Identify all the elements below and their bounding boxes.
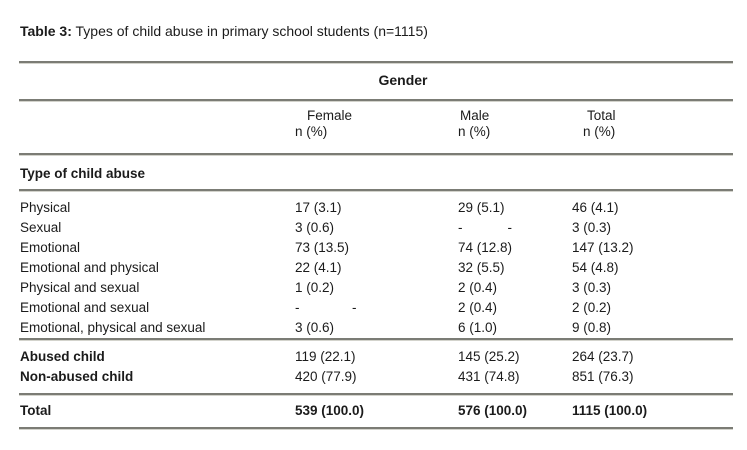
cell-male: 74 (12.8) <box>458 240 513 255</box>
cell-female: 539 (100.0) <box>295 403 365 418</box>
horizontal-rule <box>19 99 733 102</box>
horizontal-rule <box>19 153 733 156</box>
table-row: Sexual 3 (0.6) - - 3 (0.3) <box>19 218 733 238</box>
row-label: Abused child <box>20 349 105 364</box>
cell-total: 851 (76.3) <box>572 369 634 384</box>
cell-female: 17 (3.1) <box>295 200 342 215</box>
row-label: Sexual <box>20 220 62 235</box>
gender-header-cell: Gender <box>378 72 428 88</box>
row-label: Emotional and sexual <box>20 300 150 315</box>
row-label: Physical <box>20 200 71 215</box>
rule-below-types <box>19 338 733 341</box>
column-header-total-name: Total <box>587 108 616 123</box>
row-label: Emotional, physical and sexual <box>20 320 206 335</box>
cell-male: 29 (5.1) <box>458 200 505 215</box>
cell-female: - - <box>295 300 357 315</box>
cell-male: 2 (0.4) <box>458 300 498 315</box>
rule-top <box>19 61 733 64</box>
cell-female: 1 (0.2) <box>295 280 335 295</box>
column-header-row: Female n (%) Male n (%) Total n (%) <box>19 102 733 153</box>
gender-header-row: Gender <box>19 64 733 99</box>
table-row: Emotional and physical 22 (4.1) 32 (5.5)… <box>19 258 733 278</box>
cell-total: 147 (13.2) <box>572 240 634 255</box>
cell-male: 6 (1.0) <box>458 320 498 335</box>
table-row: Emotional 73 (13.5) 74 (12.8) 147 (13.2) <box>19 238 733 258</box>
row-label: Physical and sexual <box>20 280 140 295</box>
table-row: Emotional and sexual - - 2 (0.4) 2 (0.2) <box>19 298 733 318</box>
column-header-total-sub: n (%) <box>583 124 616 139</box>
table-caption-title: Types of child abuse in primary school s… <box>71 23 428 39</box>
cell-total: 2 (0.2) <box>572 300 612 315</box>
cell-female: 73 (13.5) <box>295 240 350 255</box>
column-header-female: Female n (%) <box>295 102 458 153</box>
rule-below-gender <box>19 99 733 102</box>
table-caption-number: Table 3: <box>20 23 72 39</box>
row-label: Emotional <box>20 240 81 255</box>
rule-above-total <box>19 393 733 396</box>
column-header-male: Male n (%) <box>458 102 572 153</box>
cell-female: 3 (0.6) <box>295 220 335 235</box>
table-row: Physical and sexual 1 (0.2) 2 (0.4) 3 (0… <box>19 278 733 298</box>
column-header-total: Total n (%) <box>572 102 733 153</box>
child-abuse-table: Gender Female n (%) Male n (%) Total n (… <box>19 61 733 430</box>
column-header-male-name: Male <box>460 108 490 123</box>
row-label: Non-abused child <box>20 369 134 384</box>
cell-female: 3 (0.6) <box>295 320 335 335</box>
row-label: Total <box>20 403 52 418</box>
cell-female: 119 (22.1) <box>295 349 356 364</box>
cell-total: 46 (4.1) <box>572 200 619 215</box>
cell-total: 264 (23.7) <box>572 349 634 364</box>
cell-female: 22 (4.1) <box>295 260 342 275</box>
cell-male: - - <box>458 220 512 235</box>
cell-male: 576 (100.0) <box>458 403 528 418</box>
horizontal-rule <box>19 189 733 192</box>
horizontal-rule <box>19 427 733 430</box>
cell-male: 431 (74.8) <box>458 369 520 384</box>
rule-below-headers <box>19 153 733 156</box>
column-header-female-name: Female <box>307 108 353 123</box>
horizontal-rule <box>19 393 733 396</box>
cell-total: 3 (0.3) <box>572 280 612 295</box>
summary-row-non-abused: Non-abused child 420 (77.9) 431 (74.8) 8… <box>19 367 733 393</box>
total-row: Total 539 (100.0) 576 (100.0) 1115 (100.… <box>19 396 733 427</box>
table-caption: Table 3: Types of child abuse in primary… <box>20 23 428 39</box>
column-header-male-sub: n (%) <box>458 124 491 139</box>
cell-female: 420 (77.9) <box>295 369 357 384</box>
row-label: Emotional and physical <box>20 260 159 275</box>
table-row: Emotional, physical and sexual 3 (0.6) 6… <box>19 318 733 338</box>
rule-below-section <box>19 189 733 192</box>
cell-total: 1115 (100.0) <box>572 403 648 418</box>
summary-row-abused: Abused child 119 (22.1) 145 (25.2) 264 (… <box>19 341 733 367</box>
cell-total: 54 (4.8) <box>572 260 619 275</box>
cell-male: 32 (5.5) <box>458 260 505 275</box>
horizontal-rule <box>19 61 733 64</box>
rule-bottom <box>19 427 733 430</box>
horizontal-rule <box>19 338 733 341</box>
cell-total: 3 (0.3) <box>572 220 612 235</box>
table-row: Physical 17 (3.1) 29 (5.1) 46 (4.1) <box>19 192 733 218</box>
column-header-female-sub: n (%) <box>295 124 328 139</box>
empty-header-cell <box>19 102 295 153</box>
cell-male: 2 (0.4) <box>458 280 498 295</box>
cell-male: 145 (25.2) <box>458 349 520 364</box>
cell-total: 9 (0.8) <box>572 320 612 335</box>
section-header-row: Type of child abuse <box>19 156 733 189</box>
section-header: Type of child abuse <box>20 166 146 181</box>
